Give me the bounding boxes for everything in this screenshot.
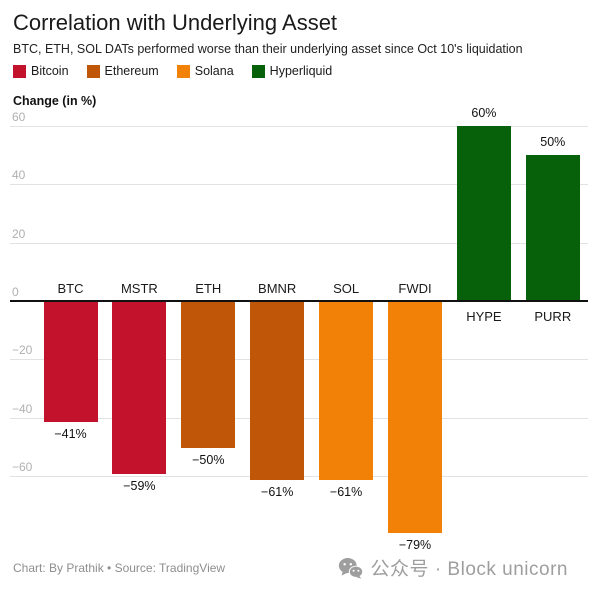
y-tick-label: −20: [12, 343, 33, 358]
y-axis-title: Change (in %): [13, 94, 97, 108]
legend-item-hyperliquid: Hyperliquid: [251, 64, 333, 78]
bar-category-label: BTC: [57, 281, 84, 296]
zero-axis-line: [10, 300, 588, 302]
bar-value-label: −41%: [54, 426, 87, 441]
bar-value-label: 60%: [471, 105, 497, 120]
bar-category-label: BMNR: [258, 281, 297, 296]
bitcoin-swatch: [13, 64, 26, 78]
chart-legend: Bitcoin Ethereum Solana Hyperliquid: [13, 64, 332, 78]
y-tick-label: −60: [12, 460, 33, 475]
legend-label: Ethereum: [104, 64, 159, 78]
bar-category-label: MSTR: [120, 281, 158, 296]
bar-bmnr: [250, 302, 305, 481]
y-tick-label: 0: [12, 285, 19, 299]
y-tick-label: 20: [12, 226, 26, 241]
bar-value-label: −61%: [329, 485, 363, 500]
bar-sol: [319, 302, 374, 481]
legend-item-solana: Solana: [176, 64, 234, 78]
bar-value-label: −79%: [398, 537, 432, 552]
bar-eth: [181, 302, 236, 448]
watermark-text: 公众号 · Block unicorn: [370, 559, 568, 580]
hyperliquid-swatch: [251, 64, 265, 78]
solana-swatch: [176, 64, 190, 78]
chart-subtitle: BTC, ETH, SOL DATs performed worse than …: [13, 42, 523, 56]
bar-category-label: FWDI: [398, 281, 432, 296]
y-tick-label: 40: [12, 168, 26, 183]
bar-mstr: [112, 302, 167, 475]
bar-purr: [525, 155, 580, 301]
legend-label: Solana: [194, 64, 234, 78]
legend-item-bitcoin: Bitcoin: [13, 64, 69, 78]
gridline: [10, 242, 588, 244]
bar-value-label: −50%: [192, 453, 225, 467]
gridline: [10, 125, 588, 127]
bar-value-label: 50%: [540, 135, 566, 149]
bar-category-label: PURR: [534, 309, 572, 324]
bar-hype: [456, 125, 511, 301]
bar-category-label: ETH: [195, 281, 222, 296]
bar-category-label: HYPE: [466, 309, 502, 324]
ethereum-swatch: [86, 64, 100, 78]
chart-credit: Chart: By Prathik • Source: TradingView: [13, 561, 226, 575]
wechat-icon: [338, 557, 363, 579]
page-title: Correlation with Underlying Asset: [13, 10, 338, 35]
bar-value-label: −61%: [261, 485, 294, 500]
bar-fwdi: [388, 302, 442, 533]
watermark: 公众号 · Block unicorn: [338, 554, 568, 581]
y-tick-label: −40: [12, 401, 33, 416]
gridline: [10, 184, 588, 186]
legend-label: Bitcoin: [31, 64, 69, 78]
legend-label: Hyperliquid: [269, 64, 333, 78]
bar-category-label: SOL: [333, 281, 360, 296]
legend-item-ethereum: Ethereum: [86, 64, 159, 78]
bar-btc: [43, 302, 98, 422]
bar-value-label: −59%: [123, 479, 156, 494]
y-tick-label: 60: [12, 109, 26, 124]
